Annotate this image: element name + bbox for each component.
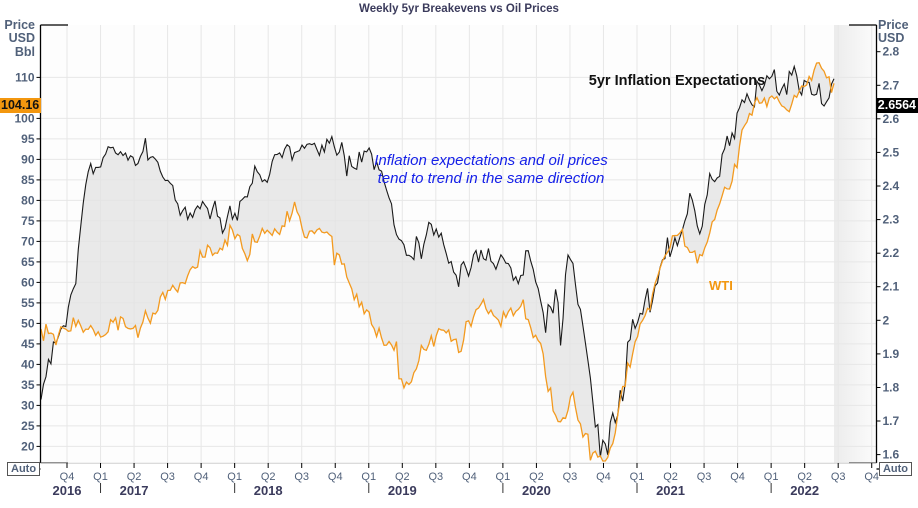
svg-text:Q4: Q4 bbox=[596, 471, 611, 483]
svg-text:2016: 2016 bbox=[53, 483, 82, 498]
svg-text:55: 55 bbox=[21, 296, 35, 310]
svg-text:Q3: Q3 bbox=[697, 471, 712, 483]
svg-text:Q1: Q1 bbox=[227, 471, 242, 483]
svg-text:Q3: Q3 bbox=[563, 471, 578, 483]
svg-text:Q1: Q1 bbox=[630, 471, 645, 483]
svg-text:2: 2 bbox=[883, 313, 890, 327]
svg-text:2.5: 2.5 bbox=[883, 145, 900, 159]
svg-text:2019: 2019 bbox=[388, 483, 417, 498]
svg-text:35: 35 bbox=[21, 378, 35, 392]
svg-text:40: 40 bbox=[21, 357, 35, 371]
svg-text:70: 70 bbox=[21, 234, 35, 248]
svg-text:90: 90 bbox=[21, 152, 35, 166]
svg-text:20: 20 bbox=[21, 439, 35, 453]
svg-text:Q2: Q2 bbox=[127, 471, 142, 483]
svg-text:2018: 2018 bbox=[254, 483, 283, 498]
svg-text:Q1: Q1 bbox=[93, 471, 108, 483]
svg-text:Q4: Q4 bbox=[328, 471, 343, 483]
svg-text:110: 110 bbox=[15, 70, 35, 84]
svg-text:2022: 2022 bbox=[790, 483, 819, 498]
svg-text:60: 60 bbox=[21, 275, 35, 289]
svg-text:100: 100 bbox=[14, 111, 34, 125]
svg-text:Q1: Q1 bbox=[361, 471, 376, 483]
svg-text:Q4: Q4 bbox=[730, 471, 745, 483]
svg-text:Q2: Q2 bbox=[395, 471, 410, 483]
svg-text:85: 85 bbox=[21, 173, 35, 187]
svg-text:2021: 2021 bbox=[656, 483, 685, 498]
svg-text:Q3: Q3 bbox=[294, 471, 309, 483]
svg-text:2.3: 2.3 bbox=[883, 213, 900, 227]
svg-text:Q4: Q4 bbox=[194, 471, 209, 483]
svg-text:2020: 2020 bbox=[522, 483, 551, 498]
svg-text:1.9: 1.9 bbox=[883, 347, 900, 361]
svg-text:Q1: Q1 bbox=[764, 471, 779, 483]
svg-text:2.2: 2.2 bbox=[883, 246, 900, 260]
svg-text:Q2: Q2 bbox=[797, 471, 812, 483]
svg-text:Q4: Q4 bbox=[864, 471, 879, 483]
svg-text:75: 75 bbox=[21, 214, 35, 228]
svg-text:2.4: 2.4 bbox=[883, 179, 900, 193]
svg-text:Q2: Q2 bbox=[529, 471, 544, 483]
svg-text:1.6: 1.6 bbox=[883, 448, 900, 462]
svg-text:2.6: 2.6 bbox=[883, 112, 900, 126]
svg-text:Q3: Q3 bbox=[831, 471, 846, 483]
svg-text:Q3: Q3 bbox=[428, 471, 443, 483]
svg-text:Q1: Q1 bbox=[496, 471, 511, 483]
svg-text:50: 50 bbox=[21, 316, 35, 330]
svg-text:2.8: 2.8 bbox=[883, 45, 900, 59]
svg-text:2017: 2017 bbox=[120, 483, 149, 498]
svg-text:1.8: 1.8 bbox=[883, 381, 900, 395]
svg-text:2.1: 2.1 bbox=[883, 280, 900, 294]
svg-text:Q2: Q2 bbox=[261, 471, 276, 483]
svg-text:30: 30 bbox=[21, 398, 35, 412]
svg-text:25: 25 bbox=[21, 419, 35, 433]
svg-text:Q4: Q4 bbox=[462, 471, 477, 483]
svg-text:Q4: Q4 bbox=[60, 471, 75, 483]
svg-text:95: 95 bbox=[21, 132, 35, 146]
svg-text:Q2: Q2 bbox=[663, 471, 678, 483]
svg-text:65: 65 bbox=[21, 255, 35, 269]
svg-text:1.7: 1.7 bbox=[883, 414, 900, 428]
svg-text:2.7: 2.7 bbox=[883, 78, 900, 92]
svg-text:80: 80 bbox=[21, 193, 35, 207]
svg-text:Q3: Q3 bbox=[160, 471, 175, 483]
svg-text:45: 45 bbox=[21, 337, 35, 351]
